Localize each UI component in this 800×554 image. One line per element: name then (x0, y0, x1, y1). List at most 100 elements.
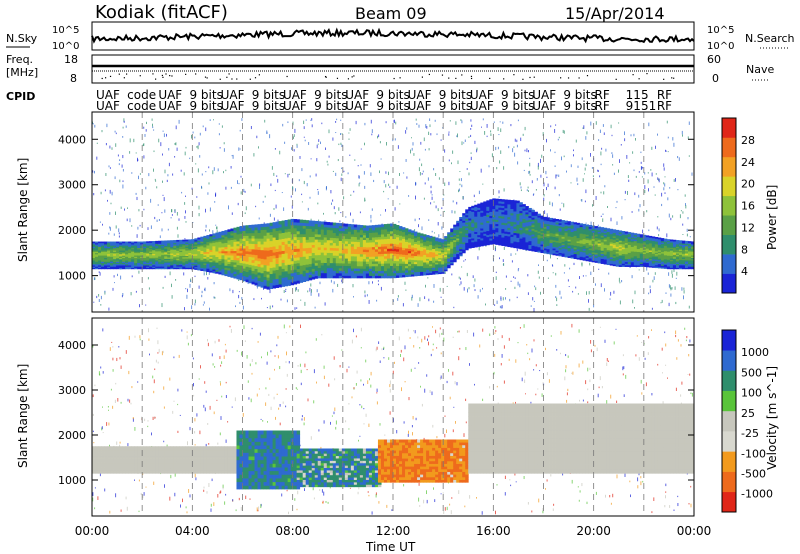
cpid-code: UAF (345, 88, 369, 102)
nsearch-label: N.Search (745, 32, 795, 45)
cpid-code: code (127, 88, 156, 102)
cpid-code: 9 bits (501, 99, 534, 113)
radar-title: Kodiak (fitACF) (95, 2, 228, 23)
velocity-colorbar-label: Velocity [m s^-1] (765, 366, 779, 470)
y-tick-label: 4000 (58, 133, 86, 146)
power-colorbar-swatch (722, 273, 736, 294)
velocity-colorbar-tick: -1000 (741, 488, 773, 501)
cpid-code: 9 bits (252, 99, 285, 113)
power-colorbar-tick: 20 (741, 178, 755, 191)
cpid-code: code (127, 99, 156, 113)
cpid-code: UAF (470, 88, 494, 102)
x-tick-label: 04:00 (175, 524, 210, 538)
x-tick-label: 08:00 (275, 524, 310, 538)
power-colorbar-swatch (722, 234, 736, 255)
velocity-colorbar-tick: 100 (741, 387, 762, 400)
nsky-label: N.Sky (6, 32, 38, 45)
cpid-code: UAF (221, 88, 245, 102)
freq-panel: Freq. [MHz] 18 8 60 0 Nave (6, 53, 774, 85)
cpid-code: UAF (221, 99, 245, 113)
x-axis-label: Time UT (365, 540, 416, 554)
velocity-colorbar-swatch (722, 390, 736, 412)
freq-label: Freq. (6, 53, 33, 66)
power-colorbar-swatch (722, 118, 736, 138)
y-tick-label: 3000 (58, 384, 86, 397)
time-axis: 00:00 04:00 08:00 12:00 16:00 20:00 00:00 (75, 524, 712, 538)
cpid-code: 9 bits (189, 88, 222, 102)
velocity-colorbar-tick: 25 (741, 407, 755, 420)
power-colorbar-swatch (722, 137, 736, 158)
cpid-code: UAF (345, 99, 369, 113)
power-colorbar-tick: 4 (741, 265, 748, 278)
velocity-panel: 1000 2000 3000 4000 Slant Range [km] 1000 50… (16, 317, 779, 517)
velocity-colorbar-swatch (722, 370, 736, 391)
velocity-colorbar-swatch (722, 451, 736, 472)
cpid-code: UAF (158, 88, 182, 102)
velocity-colorbar-swatch (722, 491, 736, 513)
freq-unit: [MHz] (6, 66, 38, 79)
nave-label: Nave (746, 63, 774, 76)
power-colorbar-label: Power [dB] (765, 185, 779, 250)
velocity-colorbar-swatch (722, 330, 736, 351)
velocity-colorbar-tick: -500 (741, 468, 766, 481)
power-colorbar-tick: 8 (741, 243, 748, 256)
cpid-code: RF (595, 88, 610, 102)
cpid-code: UAF (283, 88, 307, 102)
nsky-panel: N.Sky 10^5 10^0 10^5 10^0 N.Search (6, 21, 795, 52)
velocity-colorbar-swatch (722, 410, 736, 432)
velocity-colorbar-swatch (722, 350, 736, 371)
cpid-code: UAF (158, 99, 182, 113)
cpid-code: 9 bits (314, 99, 347, 113)
cpid-code: UAF (408, 99, 432, 113)
velocity-ylabel: Slant Range [km] (16, 364, 30, 468)
beam-label: Beam 09 (355, 4, 427, 23)
x-tick-label: 20:00 (576, 524, 611, 538)
velocity-colorbar-tick: 1000 (741, 346, 769, 359)
cpid-code: UAF (96, 99, 120, 113)
cpid-code: 9 bits (439, 88, 472, 102)
x-tick-label: 12:00 (376, 524, 411, 538)
freq-tick-bottom: 8 (70, 72, 77, 85)
velocity-colorbar-tick: -25 (741, 427, 759, 440)
cpid-code: UAF (470, 99, 494, 113)
power-colorbar-swatch (722, 176, 736, 197)
velocity-colorbar-swatch (722, 431, 736, 452)
power-colorbar-swatch (722, 215, 736, 235)
cpid-code: UAF (532, 88, 556, 102)
y-tick-label: 3000 (58, 179, 86, 192)
x-tick-label: 00:00 (677, 524, 712, 538)
cpid-code: UAF (283, 99, 307, 113)
cpid-code: 9 bits (376, 99, 409, 113)
velocity-colorbar-swatch (722, 471, 736, 493)
cpid-code: UAF (96, 88, 120, 102)
x-tick-label: 00:00 (75, 524, 110, 538)
date-label: 15/Apr/2014 (565, 4, 665, 23)
y-tick-label: 2000 (58, 224, 86, 237)
power-colorbar-swatch (722, 156, 736, 177)
cpid-code: UAF (532, 99, 556, 113)
nsearch-tick-top: 10^5 (707, 25, 734, 36)
power-colorbar-tick: 28 (741, 134, 755, 147)
cpid-code: RF (657, 88, 672, 102)
y-tick-label: 4000 (58, 339, 86, 352)
power-colorbar-swatch (722, 254, 736, 274)
cpid-code: 115 (626, 88, 649, 102)
nsky-tick-bottom: 10^0 (52, 41, 79, 52)
y-tick-label: 1000 (58, 474, 86, 487)
cpid-code: RF (595, 99, 610, 113)
velocity-colorbar-tick: 500 (741, 366, 762, 379)
nave-tick-bottom: 0 (712, 72, 719, 85)
power-colorbar-tick: 12 (741, 221, 755, 234)
cpid-code: UAF (408, 88, 432, 102)
cpid-code: 9 bits (439, 99, 472, 113)
cpid-code: 9 bits (376, 88, 409, 102)
cpid-code: 9 bits (189, 99, 222, 113)
freq-tick-top: 18 (64, 53, 78, 66)
cpid-code: 9 bits (501, 88, 534, 102)
cpid-code: 9151 (626, 99, 657, 113)
cpid-label: CPID (6, 90, 35, 103)
nsearch-tick-bottom: 10^0 (707, 41, 734, 52)
power-colorbar-swatch (722, 195, 736, 216)
